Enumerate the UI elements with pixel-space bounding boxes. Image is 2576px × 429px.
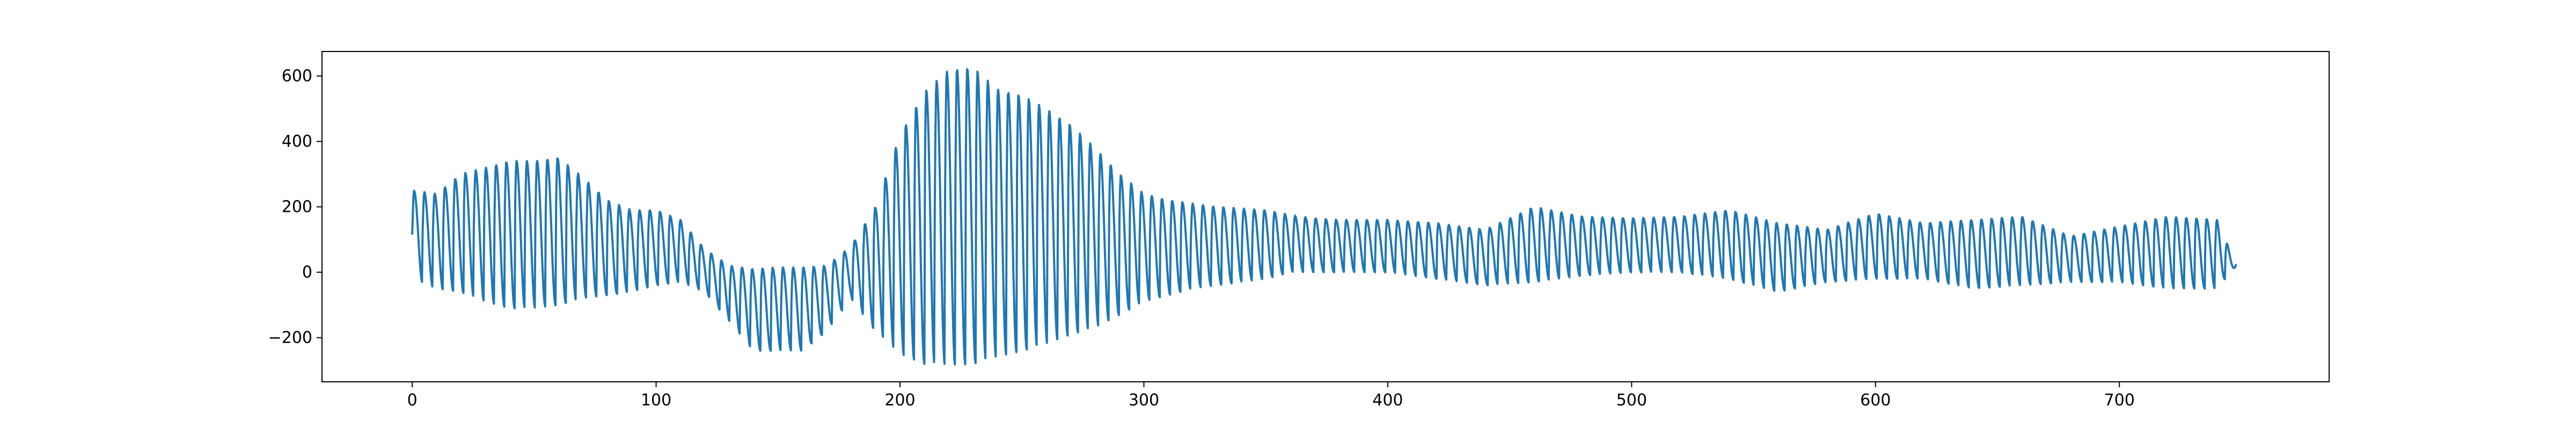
x-tick-label: 100 [641, 391, 671, 410]
series-layer [411, 68, 2237, 366]
x-tick-label: 400 [1372, 391, 1403, 410]
y-tick-label: 0 [302, 263, 312, 282]
x-tick-label: 300 [1129, 391, 1159, 410]
y-tick-label: 400 [282, 132, 312, 151]
y-tick-label: −200 [268, 329, 312, 347]
x-tick-label: 0 [407, 391, 418, 410]
x-tick-label: 700 [2104, 391, 2135, 410]
y-tick-label: 200 [282, 198, 312, 217]
plot-frame [321, 51, 2330, 382]
x-tick-label: 600 [1860, 391, 1891, 410]
y-axis: −200 0 200 400 600 [268, 67, 322, 347]
x-tick-label: 500 [1616, 391, 1647, 410]
series-line [411, 68, 2237, 366]
y-tick-label: 600 [282, 67, 312, 86]
x-tick-label: 200 [884, 391, 915, 410]
x-axis: 0 100 200 300 400 500 600 700 [407, 382, 2135, 410]
